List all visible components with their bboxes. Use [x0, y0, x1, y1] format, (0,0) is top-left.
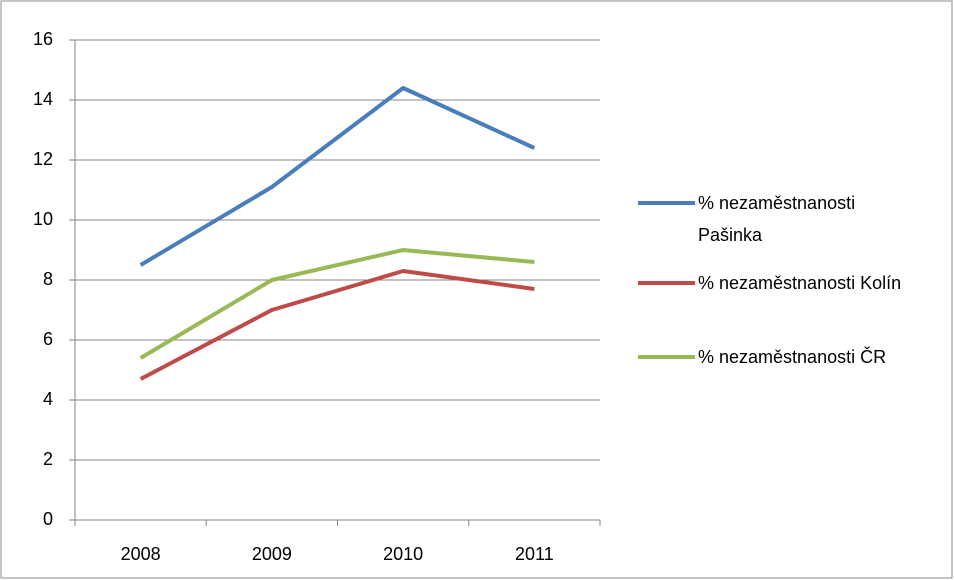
- x-tick-label: 2009: [252, 544, 292, 564]
- y-tick-label: 12: [33, 149, 53, 169]
- y-tick-label: 0: [43, 509, 53, 529]
- legend-label: % nezaměstnanosti Pašinka: [698, 193, 856, 245]
- y-tick-label: 6: [43, 329, 53, 349]
- x-tick-label: 2010: [383, 544, 423, 564]
- y-tick-label: 16: [33, 29, 53, 49]
- data-line: [139, 86, 536, 267]
- y-tick-label: 10: [33, 209, 53, 229]
- legend-label: % nezaměstnanosti ČR: [698, 347, 887, 367]
- data-line: [139, 248, 535, 360]
- y-tick-label: 2: [43, 449, 53, 469]
- legend-label: % nezaměstnanosti Kolín: [698, 273, 902, 293]
- y-tick-label: 14: [33, 89, 53, 109]
- x-tick-label: 2011: [515, 544, 554, 564]
- x-tick-label: 2008: [121, 544, 161, 564]
- y-tick-label: 4: [43, 389, 53, 409]
- y-tick-label: 8: [43, 269, 53, 289]
- data-line: [139, 269, 535, 381]
